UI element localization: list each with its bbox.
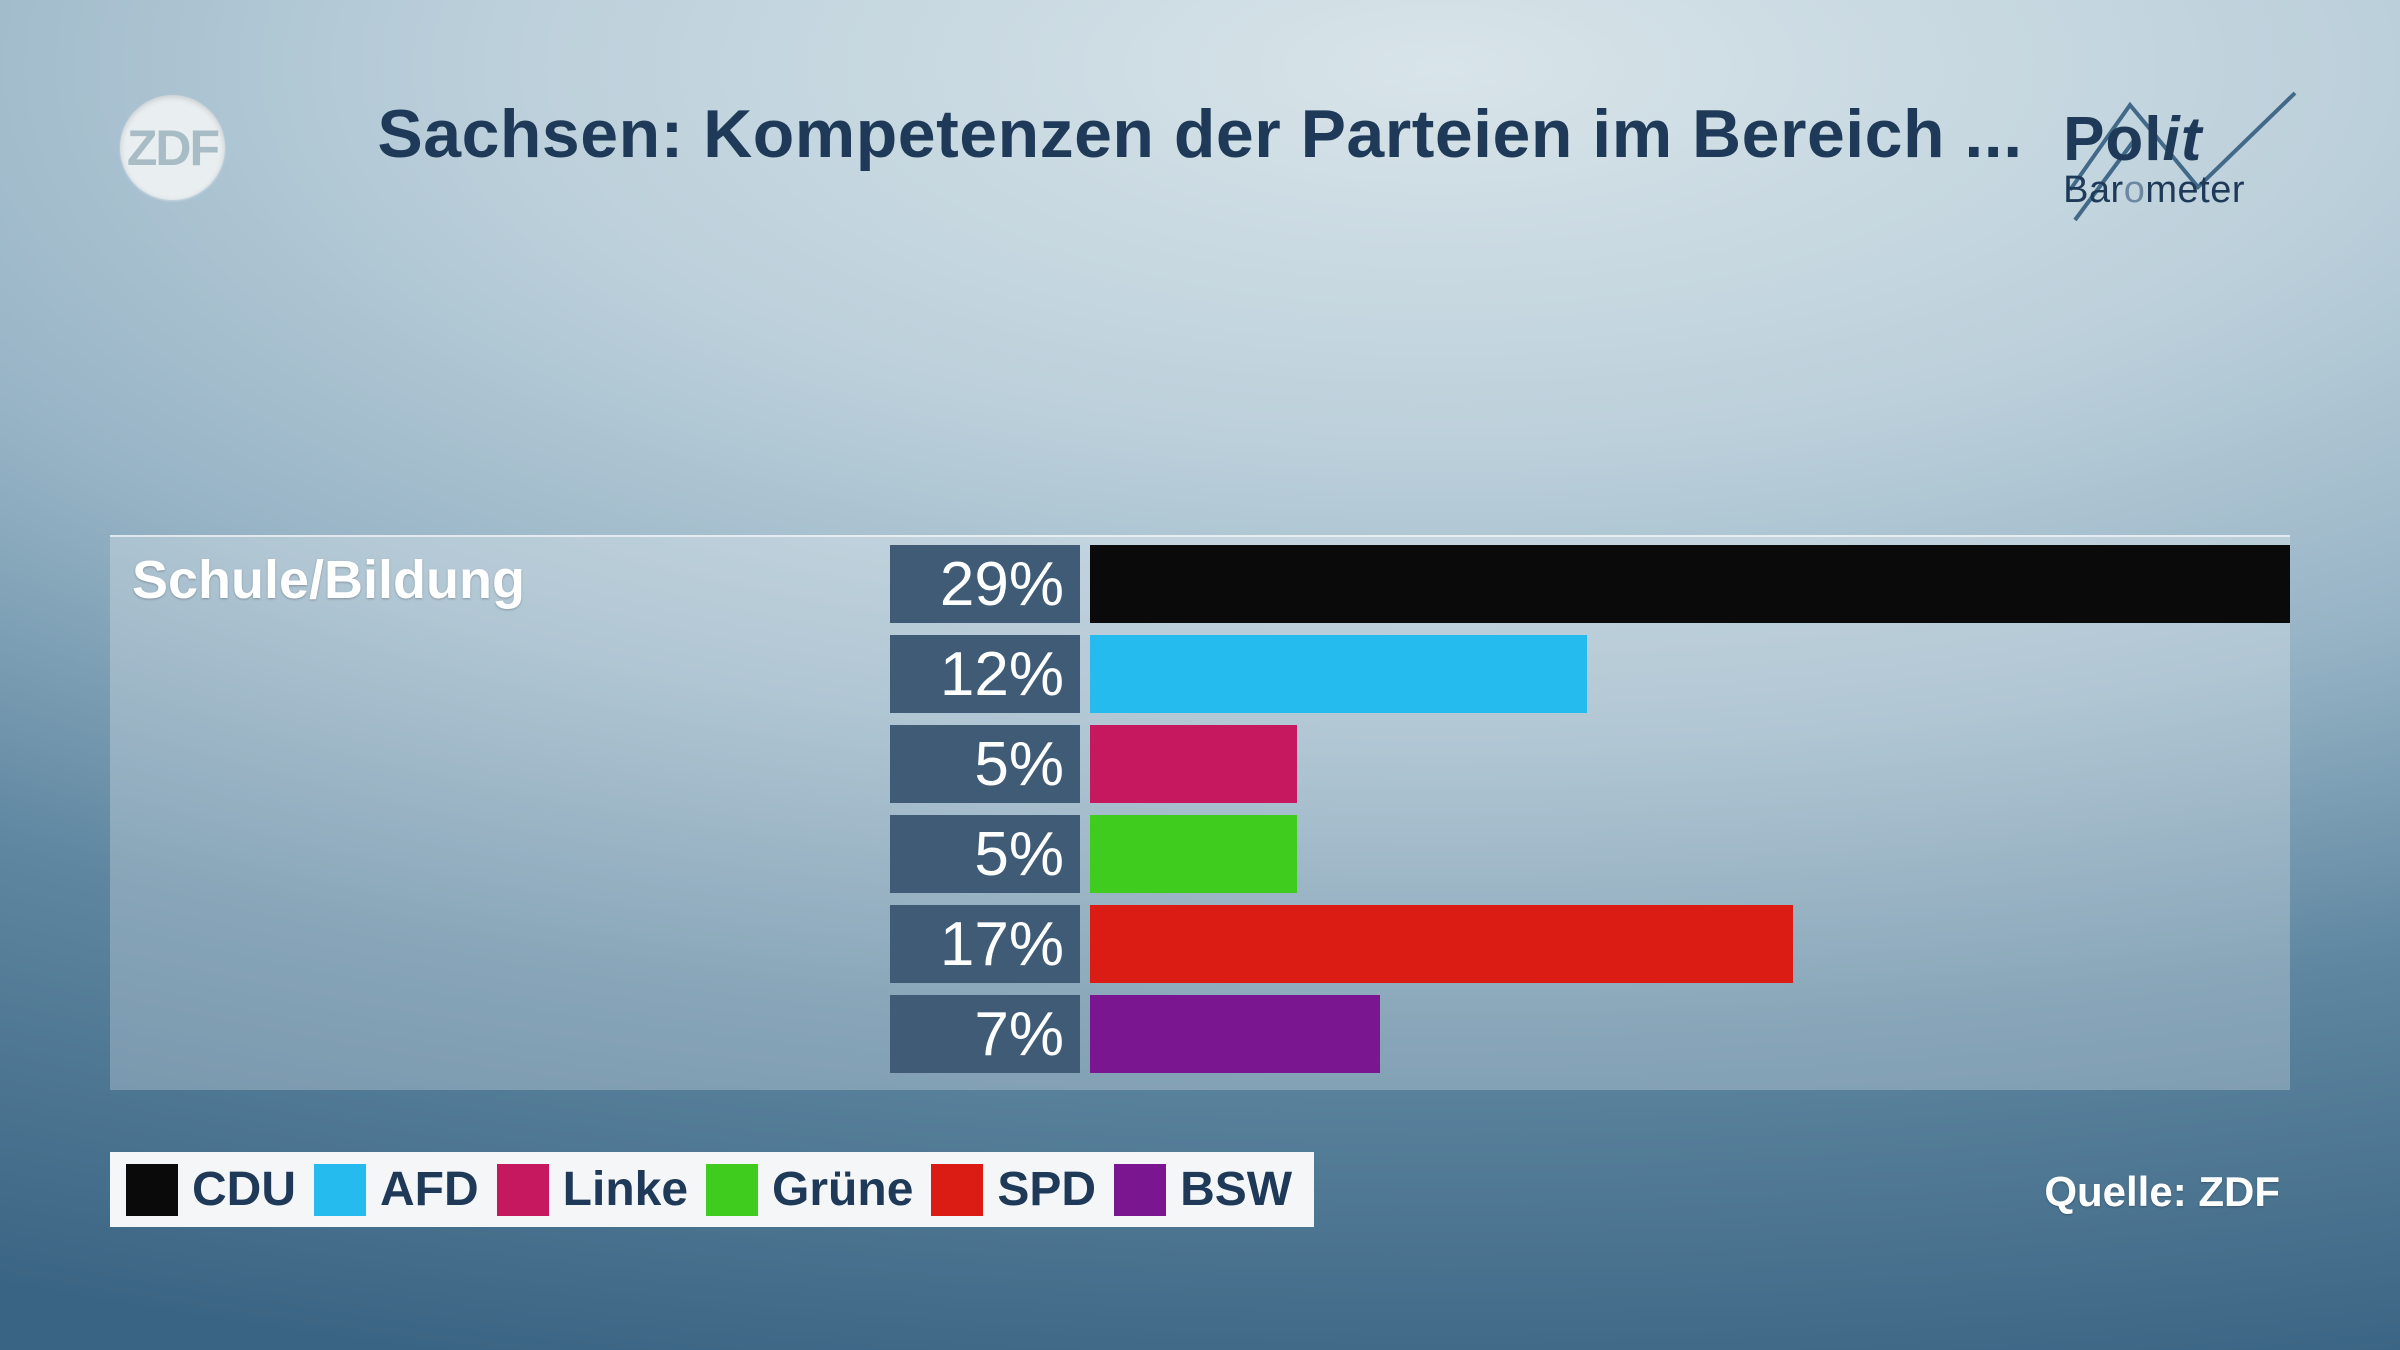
legend-label: Grüne <box>772 1162 913 1217</box>
legend-item: BSW <box>1114 1162 1292 1217</box>
value-box: 12% <box>890 635 1080 713</box>
legend-item: Linke <box>497 1162 688 1217</box>
bar-track <box>1090 815 2290 893</box>
value-box: 5% <box>890 725 1080 803</box>
bar-track <box>1090 545 2290 623</box>
value-box: 17% <box>890 905 1080 983</box>
bar-linke <box>1090 725 1297 803</box>
legend-label: Linke <box>563 1162 688 1217</box>
chart-row: 17% <box>890 905 2290 983</box>
legend-label: CDU <box>192 1162 296 1217</box>
legend-swatch <box>314 1164 366 1216</box>
bar-track <box>1090 995 2290 1073</box>
program-line1a: Pol <box>2063 105 2162 174</box>
bar-track <box>1090 635 2290 713</box>
bar-bsw <box>1090 995 1380 1073</box>
program-logo: Polit Barometer <box>1900 75 2300 225</box>
chart-row: 5% <box>890 815 2290 893</box>
program-logo-text: Polit Barometer <box>2063 108 2245 210</box>
program-line1b: it <box>2163 105 2203 174</box>
legend-item: CDU <box>126 1162 296 1217</box>
program-line2: Barometer <box>2063 171 2245 210</box>
value-box: 5% <box>890 815 1080 893</box>
bar-track <box>1090 905 2290 983</box>
source-label: Quelle: ZDF <box>2044 1168 2280 1216</box>
bar-track <box>1090 725 2290 803</box>
legend: CDU AFD Linke Grüne SPD BSW <box>110 1152 1314 1227</box>
legend-label: BSW <box>1180 1162 1292 1217</box>
legend-label: SPD <box>997 1162 1096 1217</box>
chart-row: 7% <box>890 995 2290 1073</box>
bar-afd <box>1090 635 1587 713</box>
value-box: 29% <box>890 545 1080 623</box>
legend-item: Grüne <box>706 1162 913 1217</box>
value-box: 7% <box>890 995 1080 1073</box>
chart-rows: 29% 12% 5% 5% 17% 7% <box>890 545 2290 1073</box>
legend-swatch <box>126 1164 178 1216</box>
chart-row: 29% <box>890 545 2290 623</box>
bar-grüne <box>1090 815 1297 893</box>
chart-panel: Schule/Bildung 29% 12% 5% 5% 17% 7% <box>110 535 2290 1090</box>
legend-label: AFD <box>380 1162 479 1217</box>
chart-row: 5% <box>890 725 2290 803</box>
legend-swatch <box>1114 1164 1166 1216</box>
chart-row: 12% <box>890 635 2290 713</box>
legend-item: SPD <box>931 1162 1096 1217</box>
legend-swatch <box>706 1164 758 1216</box>
bar-spd <box>1090 905 1793 983</box>
legend-item: AFD <box>314 1162 479 1217</box>
bar-cdu <box>1090 545 2290 623</box>
category-label: Schule/Bildung <box>132 549 525 611</box>
legend-swatch <box>497 1164 549 1216</box>
legend-swatch <box>931 1164 983 1216</box>
